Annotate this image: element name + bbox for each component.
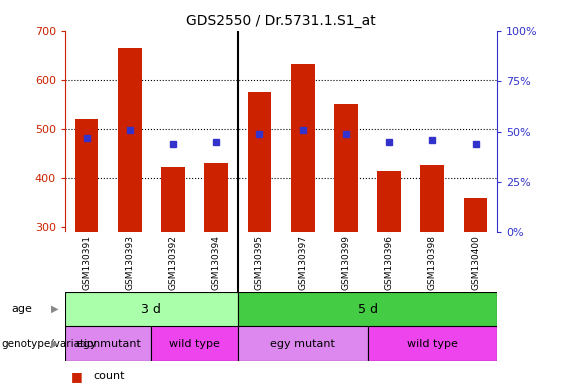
Bar bbox=[291, 64, 315, 232]
Bar bbox=[205, 164, 228, 232]
Text: egy mutant: egy mutant bbox=[76, 339, 141, 349]
Text: GSM130394: GSM130394 bbox=[212, 235, 221, 290]
Text: wild type: wild type bbox=[407, 339, 458, 349]
Bar bbox=[75, 119, 98, 232]
Bar bbox=[420, 165, 444, 232]
Bar bbox=[238, 326, 368, 361]
Text: GSM130396: GSM130396 bbox=[385, 235, 394, 290]
Text: count: count bbox=[93, 371, 125, 381]
Text: 5 d: 5 d bbox=[358, 303, 377, 316]
Text: GSM130398: GSM130398 bbox=[428, 235, 437, 290]
Bar bbox=[151, 326, 238, 361]
Text: GSM130392: GSM130392 bbox=[168, 235, 177, 290]
Text: GSM130395: GSM130395 bbox=[255, 235, 264, 290]
Bar bbox=[368, 326, 497, 361]
Bar bbox=[161, 167, 185, 232]
Text: GSM130399: GSM130399 bbox=[341, 235, 350, 290]
Text: ■: ■ bbox=[71, 370, 82, 383]
Bar bbox=[238, 292, 497, 326]
Text: 3 d: 3 d bbox=[141, 303, 162, 316]
Text: egy mutant: egy mutant bbox=[270, 339, 335, 349]
Bar bbox=[118, 48, 142, 232]
Text: GSM130391: GSM130391 bbox=[82, 235, 91, 290]
Text: genotype/variation: genotype/variation bbox=[1, 339, 100, 349]
Text: wild type: wild type bbox=[169, 339, 220, 349]
Bar bbox=[65, 292, 238, 326]
Text: GSM130393: GSM130393 bbox=[125, 235, 134, 290]
Text: age: age bbox=[11, 304, 32, 314]
Text: GSM130397: GSM130397 bbox=[298, 235, 307, 290]
Text: GSM130400: GSM130400 bbox=[471, 235, 480, 290]
Bar bbox=[247, 92, 271, 232]
Bar bbox=[334, 104, 358, 232]
Title: GDS2550 / Dr.5731.1.S1_at: GDS2550 / Dr.5731.1.S1_at bbox=[186, 14, 376, 28]
Text: ▶: ▶ bbox=[51, 304, 58, 314]
Bar bbox=[377, 171, 401, 232]
Text: ▶: ▶ bbox=[51, 339, 58, 349]
Bar bbox=[65, 326, 151, 361]
Bar bbox=[464, 198, 488, 232]
